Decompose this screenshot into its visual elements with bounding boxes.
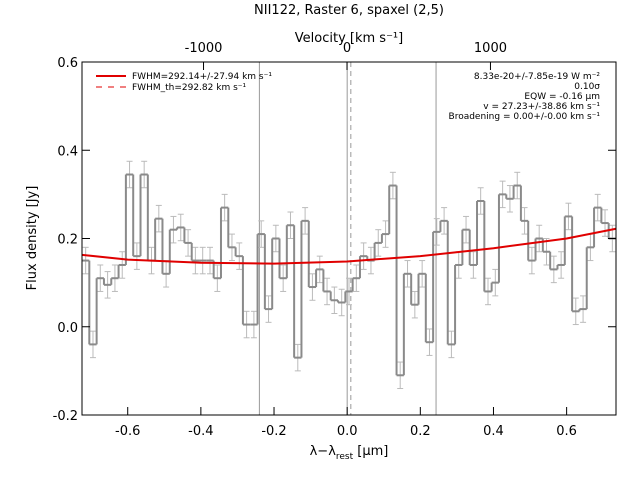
x-tick-label: 0.4 [483, 424, 504, 439]
y-tick-label: 0.2 [57, 233, 78, 248]
x-tick-label: -0.6 [115, 424, 140, 439]
y-tick-label: -0.2 [53, 409, 78, 424]
annotation: Broadening = 0.00+/-0.00 km s⁻¹ [449, 112, 601, 122]
y-tick-label: 0.4 [57, 144, 78, 159]
fit-line [81, 227, 617, 265]
x-label-main: λ−λ [310, 444, 337, 459]
x2-tick-label: 1000 [474, 41, 507, 56]
legend-label: FWHM_th=292.82 km s⁻¹ [132, 83, 247, 93]
x-tick-label: 0.0 [337, 424, 358, 439]
annotation: v = 27.23+/-38.86 km s⁻¹ [483, 102, 600, 112]
legend-label: FWHM=292.14+/-27.94 km s⁻¹ [132, 72, 272, 82]
chart-title: NII122, Raster 6, spaxel (2,5) [254, 3, 444, 18]
annotation: 0.10σ [574, 82, 600, 92]
x-tick-label: -0.2 [261, 424, 286, 439]
x-tick-label: 0.6 [556, 424, 577, 439]
x-tick-label: 0.2 [410, 424, 431, 439]
x-label-unit: [μm] [353, 444, 388, 459]
annotation: 8.33e-20+/-7.85e-19 W m⁻² [474, 72, 601, 82]
x2-axis-label: Velocity [km s⁻¹] [295, 31, 403, 46]
y-tick-label: 0.6 [57, 56, 78, 71]
x-tick-label: -0.4 [188, 424, 213, 439]
x-axis-label: λ−λrest [μm] [310, 444, 389, 462]
x2-tick-label: -1000 [185, 41, 223, 56]
annotation: EQW = -0.16 μm [524, 92, 600, 102]
y-tick-label: 0.0 [57, 321, 78, 336]
y-axis-label: Flux density [Jy] [25, 186, 40, 291]
x2-tick-label: 0 [343, 41, 351, 56]
x-label-sub: rest [336, 452, 354, 462]
